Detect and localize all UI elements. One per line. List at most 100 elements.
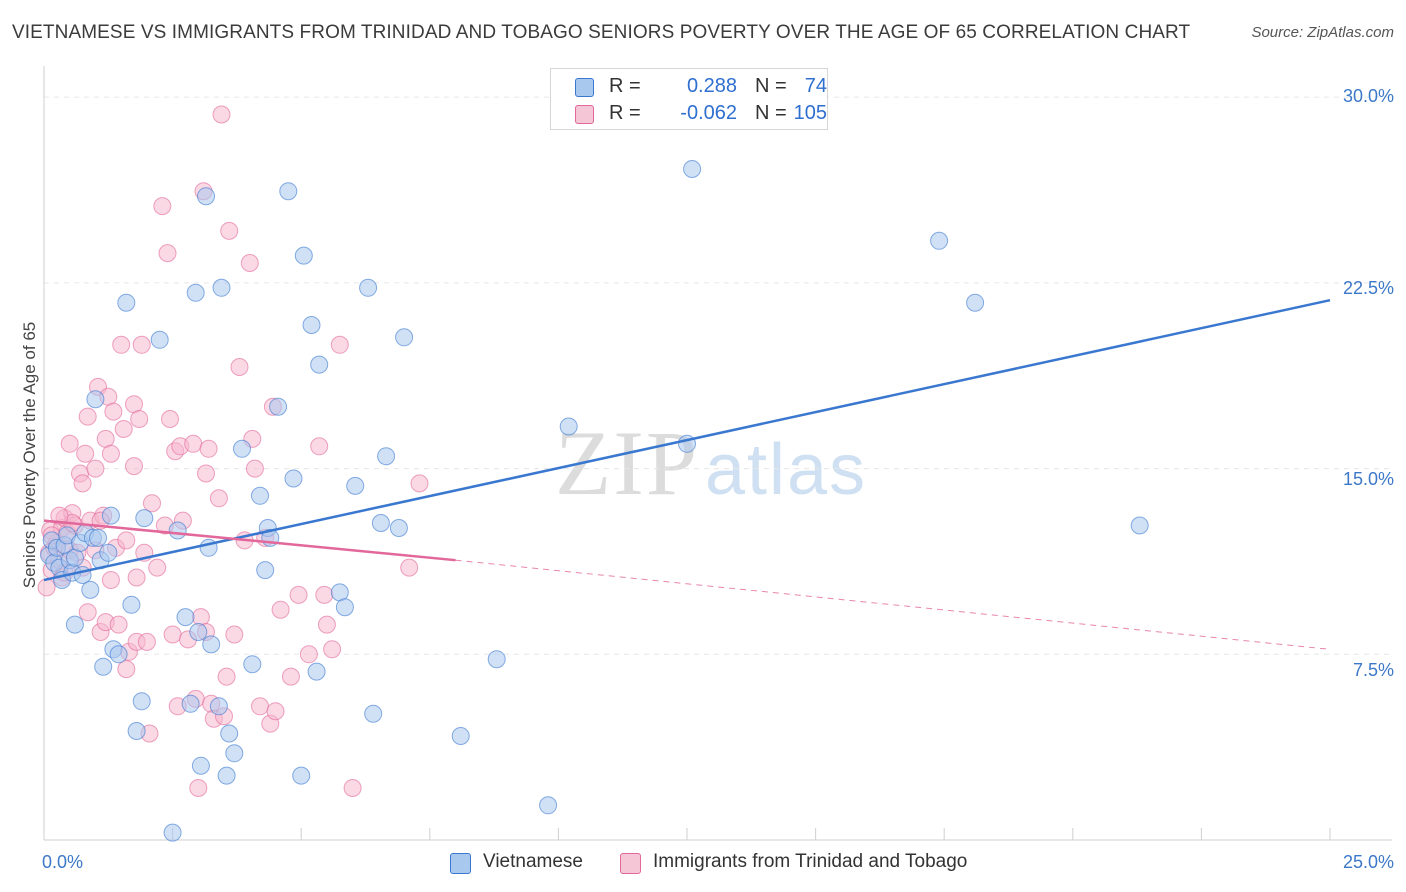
vietnamese-point xyxy=(65,615,84,634)
vietnamese-point xyxy=(930,231,949,250)
vietnamese-point xyxy=(539,796,558,815)
vietnamese-point xyxy=(395,328,414,347)
trinidad-trend-line xyxy=(43,519,456,562)
trinidad-point xyxy=(212,105,231,124)
trinidad-point xyxy=(343,779,362,797)
trinidad-point xyxy=(410,474,429,493)
trinidad-point xyxy=(161,410,179,428)
vietnamese-point xyxy=(176,608,195,627)
vietnamese-point xyxy=(117,293,136,312)
legend-r-value: -0.062 xyxy=(680,102,737,124)
grid-lines xyxy=(44,96,1392,655)
trinidad-trend-extension xyxy=(455,559,1331,650)
vietnamese-point xyxy=(307,662,326,681)
trinidad-point xyxy=(112,335,131,354)
vietnamese-point xyxy=(189,623,208,641)
vietnamese-point xyxy=(966,293,985,312)
x-tick-label: 0.0% xyxy=(42,852,84,872)
vietnamese-point xyxy=(359,278,378,297)
trinidad-point xyxy=(220,221,239,240)
series-trinidad-points xyxy=(37,105,429,797)
trinidad-point xyxy=(163,625,182,644)
vietnamese-point xyxy=(202,635,221,654)
trinidad-point xyxy=(197,464,215,483)
trinidad-point xyxy=(230,358,249,376)
vietnamese-point xyxy=(243,655,262,674)
vietnamese-point xyxy=(109,645,128,664)
vietnamese-point xyxy=(1130,516,1149,535)
vietnamese-point xyxy=(101,506,120,525)
legend-swatch-blue xyxy=(450,853,471,874)
vietnamese-point xyxy=(86,390,105,409)
trinidad-point xyxy=(330,335,349,354)
series-legend: Vietnamese Immigrants from Trinidad and … xyxy=(0,851,1406,877)
vietnamese-point xyxy=(135,509,154,528)
source-label: Source: ZipAtlas.com xyxy=(1251,24,1394,41)
trinidad-point xyxy=(117,531,136,550)
y-tick-label: 15.0% xyxy=(1342,469,1394,489)
vietnamese-point xyxy=(81,580,100,599)
trinidad-point xyxy=(130,410,149,428)
vietnamese-point xyxy=(209,697,228,716)
vietnamese-point xyxy=(212,278,231,297)
vietnamese-point xyxy=(487,650,506,669)
legend-swatch-blue xyxy=(575,78,594,97)
vietnamese-point xyxy=(122,595,141,614)
vietnamese-point xyxy=(294,246,313,265)
trinidad-point xyxy=(137,632,156,651)
trend-lines xyxy=(43,298,1331,650)
legend-label: Vietnamese xyxy=(483,851,583,872)
trinidad-point xyxy=(217,667,236,686)
legend-swatch-pink xyxy=(575,105,594,124)
trinidad-point xyxy=(117,660,136,679)
trinidad-point xyxy=(101,571,120,589)
x-tick-label: 25.0% xyxy=(1342,852,1394,872)
vietnamese-point xyxy=(683,160,702,178)
trinidad-point xyxy=(281,667,300,686)
y-tick-label: 7.5% xyxy=(1352,660,1394,680)
trinidad-point xyxy=(299,645,318,664)
trinidad-point xyxy=(199,439,218,458)
correlation-legend: R = 0.288 N = 74 R = -0.062 N = 105 xyxy=(550,68,828,130)
trinidad-point xyxy=(266,702,285,721)
vietnamese-point xyxy=(279,182,298,201)
trinidad-point xyxy=(37,578,56,597)
chart-title: VIETNAMESE VS IMMIGRANTS FROM TRINIDAD A… xyxy=(12,22,1191,43)
trinidad-point xyxy=(225,625,244,644)
vietnamese-point xyxy=(559,417,578,436)
trinidad-point xyxy=(109,615,128,634)
trinidad-point xyxy=(78,603,97,622)
vietnamese-point xyxy=(220,724,239,743)
trinidad-point xyxy=(50,506,69,525)
legend-n-label: N = xyxy=(755,75,787,97)
watermark-atlas: atlas xyxy=(705,430,868,510)
trinidad-point xyxy=(310,437,329,456)
y-tick-label: 30.0% xyxy=(1342,86,1394,106)
trinidad-point xyxy=(400,558,419,577)
legend-n-value: 105 xyxy=(793,102,827,124)
vietnamese-point xyxy=(163,823,182,842)
vietnamese-point xyxy=(451,727,470,745)
vietnamese-point xyxy=(377,447,396,466)
trinidad-point xyxy=(125,457,143,476)
vietnamese-point xyxy=(284,469,303,488)
vietnamese-point xyxy=(89,528,107,547)
vietnamese-point xyxy=(269,397,288,416)
vietnamese-point xyxy=(233,439,251,458)
trinidad-point xyxy=(76,444,95,463)
legend-swatch-pink xyxy=(620,853,641,874)
vietnamese-point xyxy=(197,187,215,206)
trinidad-point xyxy=(323,640,342,659)
trinidad-point xyxy=(158,244,177,263)
vietnamese-point xyxy=(217,766,236,785)
legend-label: Immigrants from Trinidad and Tobago xyxy=(653,851,968,872)
axes xyxy=(43,66,1392,841)
vietnamese-point xyxy=(181,694,200,713)
trinidad-point xyxy=(317,615,336,634)
vietnamese-point xyxy=(364,704,383,723)
vietnamese-point xyxy=(371,514,390,532)
vietnamese-point xyxy=(168,521,187,540)
vietnamese-point xyxy=(225,744,244,763)
trinidad-point xyxy=(132,335,151,354)
